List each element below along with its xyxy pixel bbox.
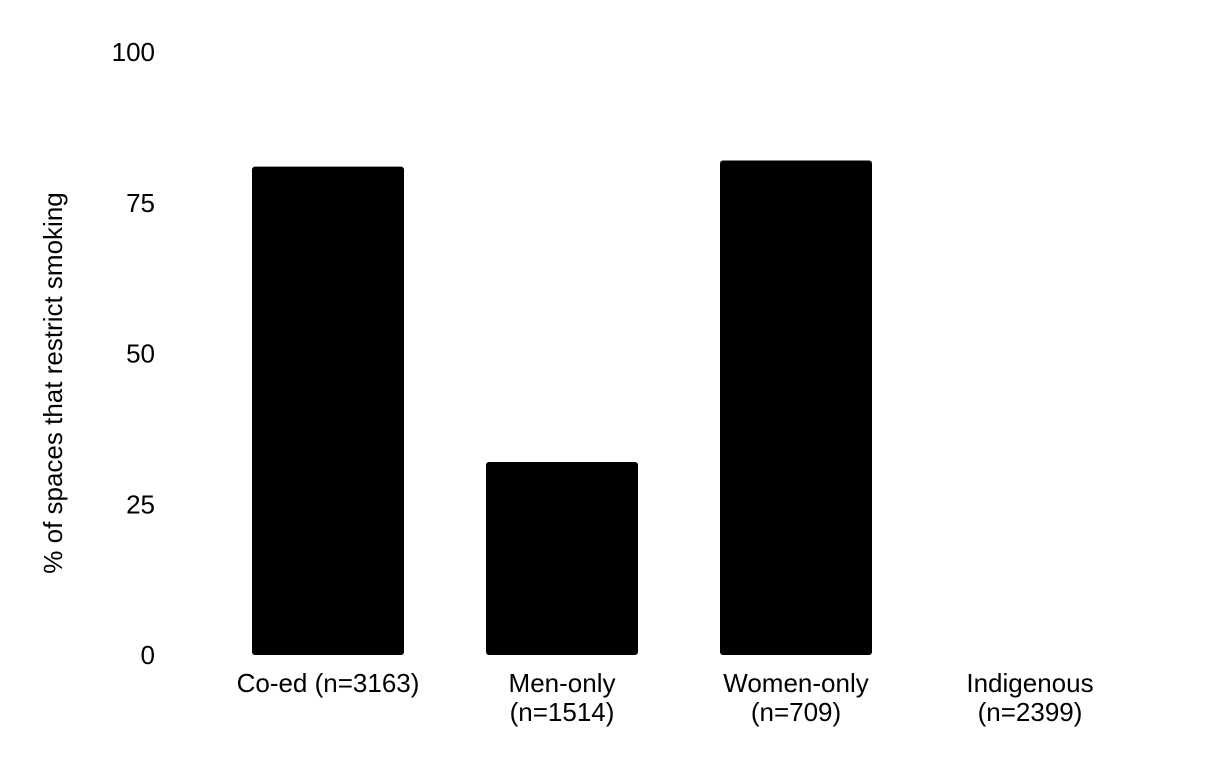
x-category-label-line: Men-only bbox=[509, 668, 616, 698]
x-category-label-line: Indigenous bbox=[966, 668, 1093, 698]
y-tick-label: 100 bbox=[112, 37, 155, 67]
y-tick-label: 50 bbox=[126, 339, 155, 369]
x-axis-labels: Co-ed (n=3163) Men-only (n=1514) Women-only… bbox=[237, 668, 1094, 727]
bar bbox=[252, 166, 404, 655]
bar bbox=[720, 160, 872, 656]
x-category-label: Co-ed (n=3163) bbox=[237, 668, 420, 698]
x-category-label-line: (n=709) bbox=[751, 697, 841, 727]
y-tick-label: 75 bbox=[126, 188, 155, 218]
x-category-label: Men-only (n=1514) bbox=[509, 668, 616, 727]
y-tick-label: 0 bbox=[141, 640, 155, 670]
bar bbox=[486, 462, 638, 655]
y-tick-label: 25 bbox=[126, 489, 155, 519]
y-axis-title: % of spaces that restrict smoking bbox=[38, 192, 68, 573]
x-category-label-line: Co-ed (n=3163) bbox=[237, 668, 420, 698]
bars bbox=[252, 160, 872, 656]
x-category-label-line: (n=1514) bbox=[510, 697, 615, 727]
x-category-label-line: Women-only bbox=[723, 668, 868, 698]
x-category-label: Women-only (n=709) bbox=[723, 668, 868, 727]
x-category-label-line: (n=2399) bbox=[978, 697, 1083, 727]
y-axis-ticks: 0 25 50 75 100 bbox=[112, 37, 155, 670]
x-category-label: Indigenous (n=2399) bbox=[966, 668, 1093, 727]
